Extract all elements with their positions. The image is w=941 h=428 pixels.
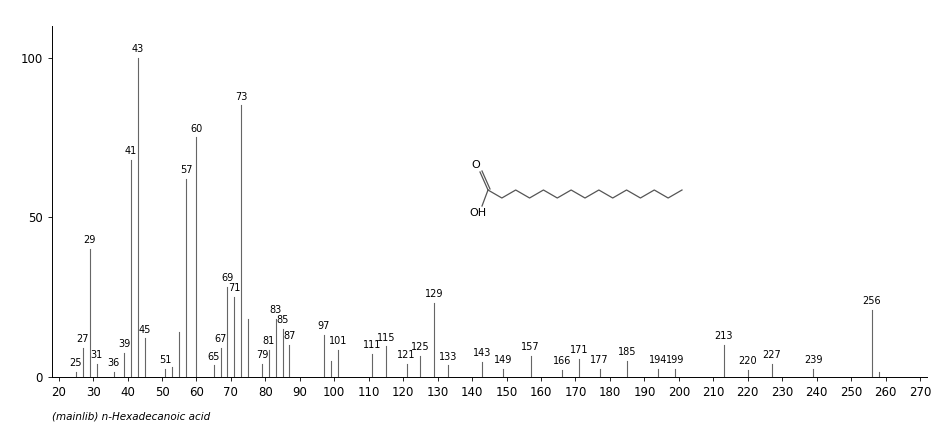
Text: 157: 157 (521, 342, 540, 352)
Text: OH: OH (470, 208, 486, 218)
Text: 27: 27 (76, 334, 89, 344)
Text: 171: 171 (569, 345, 588, 355)
Text: 71: 71 (228, 283, 241, 293)
Text: 115: 115 (376, 333, 395, 342)
Text: 39: 39 (118, 339, 130, 349)
Text: 125: 125 (411, 342, 430, 352)
Text: 149: 149 (494, 355, 512, 365)
Text: 227: 227 (762, 350, 781, 360)
Text: 85: 85 (277, 315, 289, 325)
Text: 199: 199 (666, 355, 684, 365)
Text: 213: 213 (714, 331, 733, 341)
Text: 81: 81 (263, 336, 275, 346)
Text: 60: 60 (190, 124, 202, 134)
Text: 69: 69 (221, 273, 233, 283)
Text: 133: 133 (439, 352, 457, 362)
Text: 79: 79 (256, 350, 268, 360)
Text: 101: 101 (328, 336, 347, 346)
Text: 97: 97 (318, 321, 330, 331)
Text: 73: 73 (235, 92, 247, 101)
Text: 36: 36 (107, 358, 120, 368)
Text: 129: 129 (425, 289, 443, 300)
Text: 111: 111 (363, 341, 381, 351)
Text: 239: 239 (804, 355, 822, 365)
Text: 121: 121 (397, 350, 416, 360)
Text: 57: 57 (180, 165, 192, 175)
Text: 25: 25 (70, 358, 82, 368)
Text: 194: 194 (649, 355, 667, 365)
Text: 220: 220 (739, 357, 758, 366)
Text: 177: 177 (590, 355, 609, 365)
Text: 51: 51 (159, 355, 171, 365)
Text: 43: 43 (132, 44, 144, 54)
Text: 166: 166 (552, 357, 571, 366)
Text: 65: 65 (208, 352, 220, 362)
Text: 143: 143 (473, 348, 491, 359)
Text: 41: 41 (125, 146, 137, 156)
Text: O: O (471, 160, 480, 170)
Text: 67: 67 (215, 334, 227, 344)
Text: 87: 87 (283, 331, 295, 341)
Text: 185: 185 (618, 347, 636, 357)
Text: 256: 256 (863, 296, 881, 306)
Text: 31: 31 (90, 350, 103, 360)
Text: 29: 29 (84, 235, 96, 245)
Text: (mainlib) n-Hexadecanoic acid: (mainlib) n-Hexadecanoic acid (52, 412, 210, 422)
Text: 45: 45 (138, 324, 151, 335)
Text: 83: 83 (269, 306, 282, 315)
